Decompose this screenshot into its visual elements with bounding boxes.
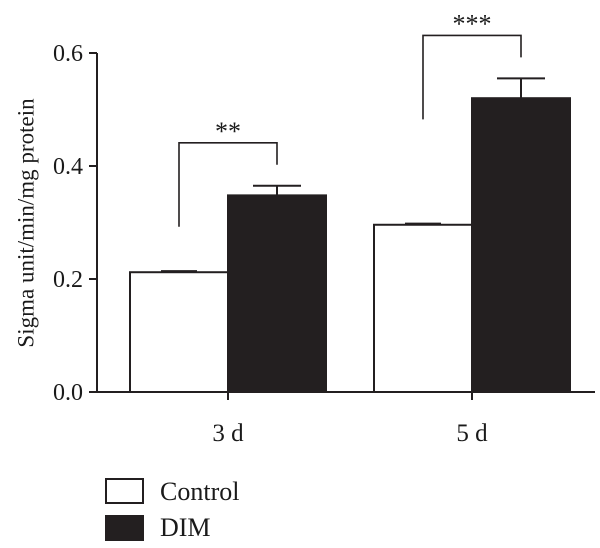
significance-label: ** <box>215 117 241 146</box>
x-category-label: 5 d <box>456 420 488 447</box>
bar-control-3d <box>129 271 229 393</box>
y-axis: 0.0 0.2 0.4 0.6 <box>53 41 98 406</box>
significance-bracket <box>422 34 522 120</box>
legend-swatch-dim <box>105 515 144 541</box>
y-tick-label: 0.0 <box>53 380 83 406</box>
legend-label-dim: DIM <box>160 513 211 542</box>
significance-bracket <box>178 141 278 227</box>
bar-control-5d <box>373 223 473 393</box>
bar-dim-3d <box>227 194 327 393</box>
y-tick-label: 0.2 <box>53 267 83 293</box>
y-axis-title: Sigma unit/min/mg protein <box>13 98 38 348</box>
bar-dim-5d <box>471 97 571 393</box>
legend-label-control: Control <box>160 477 239 506</box>
x-category-label: 3 d <box>212 420 244 447</box>
y-tick-label: 0.4 <box>53 154 83 180</box>
legend: Control DIM <box>105 477 239 542</box>
y-tick-label: 0.6 <box>53 41 83 67</box>
significance-label: *** <box>453 9 492 38</box>
bars-group <box>129 77 571 393</box>
x-axis: 3 d 5 d <box>97 391 595 447</box>
legend-swatch-control <box>105 478 144 504</box>
significance-group: ***** <box>178 9 522 227</box>
